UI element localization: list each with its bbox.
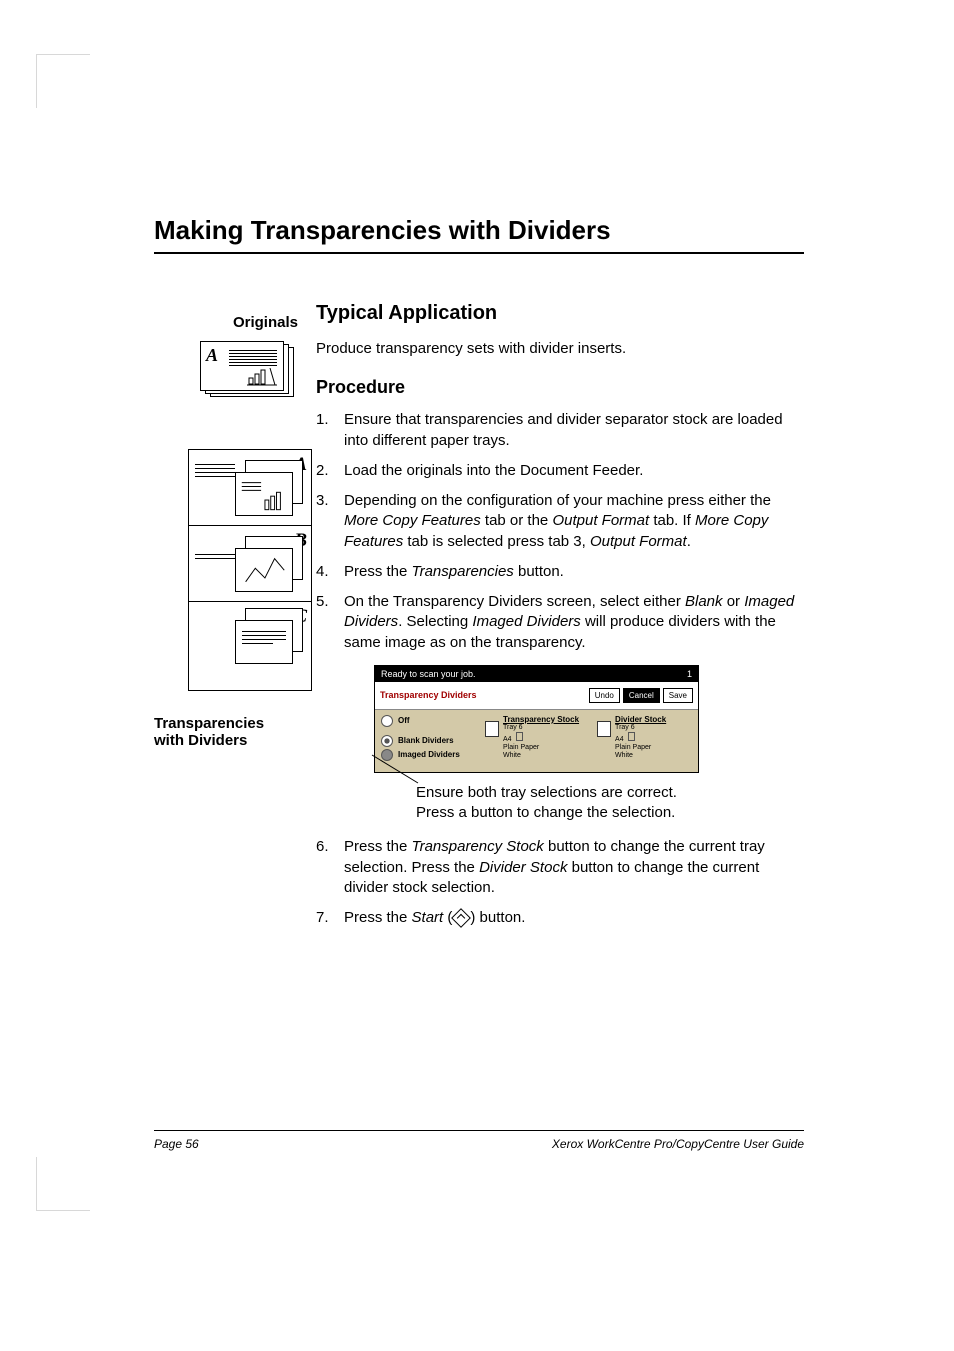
page-title: Making Transparencies with Dividers <box>154 215 804 254</box>
step-5: On the Transparency Dividers screen, sel… <box>316 592 804 653</box>
typical-application-heading: Typical Application <box>316 302 804 325</box>
bar-chart-icon <box>247 368 277 386</box>
page-orientation-icon <box>516 732 523 741</box>
undo-button[interactable]: Undo <box>589 688 620 703</box>
step-6: Press the Transparency Stock button to c… <box>316 837 804 898</box>
procedure-list-cont: Press the Transparency Stock button to c… <box>316 837 804 928</box>
stock-icon <box>597 721 611 737</box>
typical-application-text: Produce transparency sets with divider i… <box>316 339 804 359</box>
guide-title: Xerox WorkCentre Pro/CopyCentre User Gui… <box>552 1137 804 1151</box>
step-1: Ensure that transparencies and divider s… <box>316 410 804 451</box>
result-diagram: A B C <box>188 449 298 691</box>
save-button[interactable]: Save <box>663 688 693 703</box>
stock-icon <box>485 721 499 737</box>
start-icon <box>451 908 471 928</box>
crop-mark <box>36 54 90 108</box>
status-bar: Ready to scan your job. 1 <box>375 666 698 682</box>
page-footer: Page 56 Xerox WorkCentre Pro/CopyCentre … <box>154 1130 804 1151</box>
procedure-list: Ensure that transparencies and divider s… <box>316 410 804 653</box>
bar-chart-icon <box>236 473 292 515</box>
sidebar: Originals A A <box>154 302 316 938</box>
diagram-letter-a: A <box>206 345 218 366</box>
option-off[interactable]: Off <box>381 715 467 727</box>
step-4: Press the Transparencies button. <box>316 562 804 582</box>
page-orientation-icon <box>628 732 635 741</box>
cancel-button[interactable]: Cancel <box>623 688 660 703</box>
result-label: Transparencies with Dividers <box>154 715 298 749</box>
divider-stock-button[interactable]: Divider Stock Tray 6 A4 Plain Paper Whit… <box>597 715 666 768</box>
originals-label: Originals <box>154 314 298 331</box>
page-number: Page 56 <box>154 1137 199 1151</box>
transparency-stock-button[interactable]: Transparency Stock Tray 6 A4 Plain Paper… <box>485 715 579 768</box>
dialog-title: Transparency Dividers <box>380 690 477 700</box>
main-content: Typical Application Produce transparency… <box>316 302 804 938</box>
step-7: Press the Start () button. <box>316 908 804 928</box>
radio-icon <box>381 715 393 727</box>
crop-mark <box>36 1157 90 1211</box>
pointer-line-icon <box>370 753 420 785</box>
step-3: Depending on the configuration of your m… <box>316 491 804 552</box>
step-2: Load the originals into the Document Fee… <box>316 461 804 481</box>
option-blank-dividers[interactable]: Blank Dividers <box>381 735 467 747</box>
radio-icon <box>381 735 393 747</box>
originals-diagram: A <box>188 341 298 399</box>
ui-screenshot: Ready to scan your job. 1 Transparency D… <box>374 665 804 773</box>
callout-text: Ensure both tray selections are correct.… <box>416 783 804 824</box>
procedure-heading: Procedure <box>316 377 804 398</box>
line-chart-icon <box>236 549 292 591</box>
